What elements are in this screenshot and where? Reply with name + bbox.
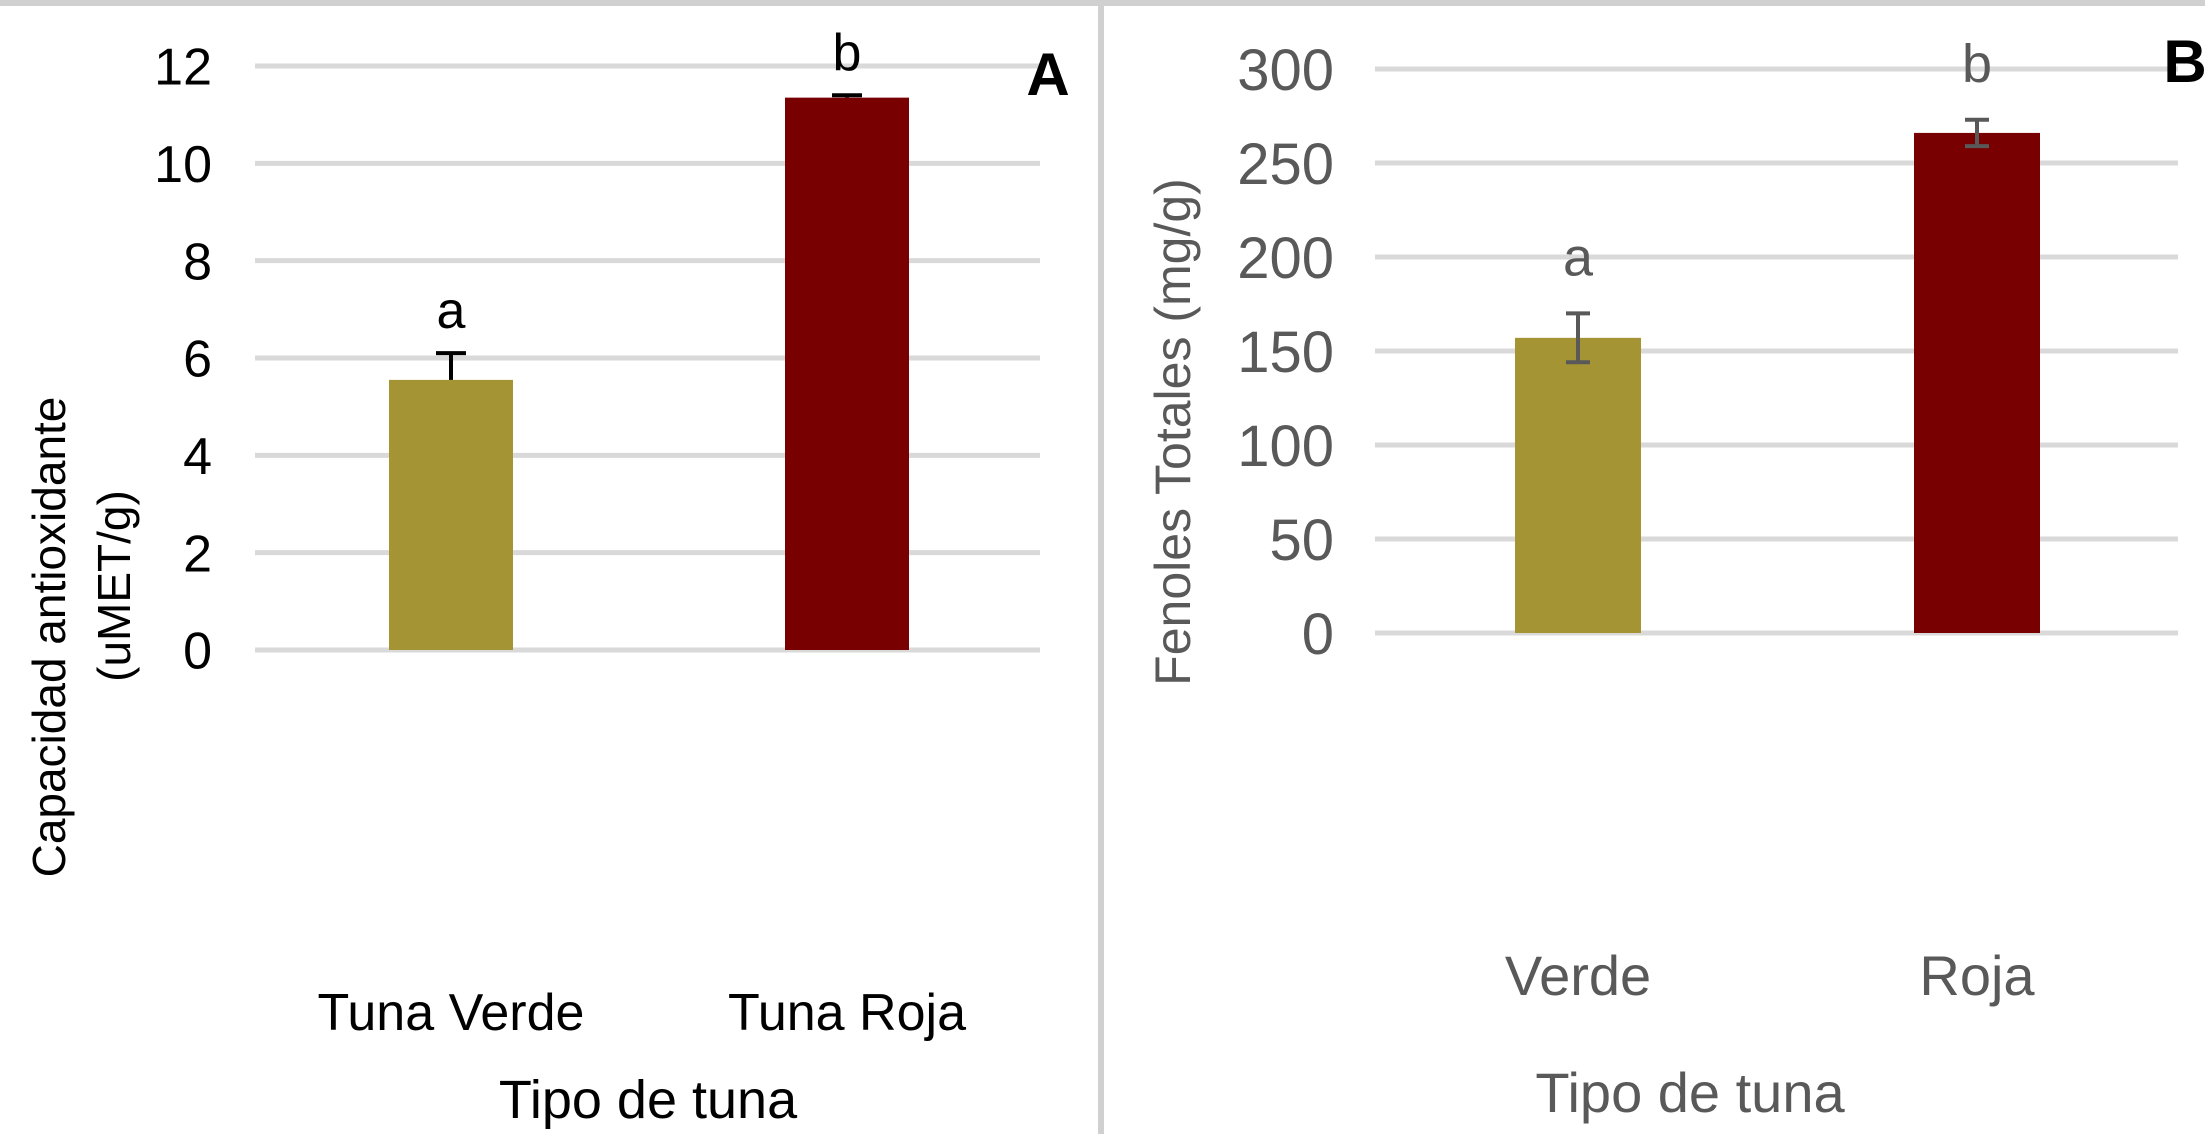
panel-b-bars (1515, 132, 2040, 634)
panel-a-x-categories: Tuna Verde Tuna Roja (318, 984, 967, 1042)
panel-a-error-bars (436, 93, 862, 380)
panel-a-bar-tuna-verde (389, 379, 513, 650)
panel-b-error-bar (1566, 311, 1590, 365)
panel-a-y-tick-label: 2 (183, 525, 212, 583)
panel-a-significance-letter: b (833, 24, 862, 82)
panel-b-letter: B (2163, 28, 2205, 95)
panel-b-y-tick-label: 0 (1302, 602, 1334, 667)
panel-b-significance-letter: b (1962, 34, 1992, 94)
panel-a-letter: A (1026, 41, 1069, 108)
panel-b-y-tick-label: 50 (1269, 508, 1334, 573)
panel-a-y-tick-label: 6 (183, 331, 212, 389)
panel-a-y-tick-label: 0 (183, 623, 212, 681)
panel-b-error-bars (1566, 117, 1989, 365)
panel-a-y-tick-label: 10 (154, 136, 212, 194)
panel-a-bars (389, 97, 909, 651)
panel-b-bar-roja (1914, 132, 2040, 634)
panel-b-bar-verde (1515, 337, 1641, 633)
panel-b-y-axis-label: Fenoles Totales (mg/g) (1145, 178, 1201, 686)
panel-a-significance: ab (437, 24, 862, 340)
panel-b-y-tick-label: 150 (1237, 320, 1334, 385)
panel-b-y-tick-label: 250 (1237, 132, 1334, 197)
panel-a-y-tick-label: 12 (154, 39, 212, 97)
panel-b-x-category-label: Verde (1505, 944, 1651, 1007)
panel-b-significance: ab (1563, 34, 1992, 288)
panel-b-x-category-label: Roja (1919, 944, 2035, 1007)
panel-b-y-ticks: 0 50 100 150 200 250 300 (1237, 38, 1334, 667)
panel-b-y-tick-label: 300 (1237, 38, 1334, 103)
panel-a-y-ticks: 0 2 4 6 8 10 12 (154, 39, 212, 681)
panel-a-bar-tuna-roja (785, 97, 909, 651)
panel-b-y-axis-label-text: Fenoles Totales (mg/g) (1145, 178, 1201, 686)
panel-a-gridlines (255, 63, 1040, 653)
panel-b-y-tick-label: 200 (1237, 226, 1334, 291)
panel-b-x-categories: Verde Roja (1505, 944, 2036, 1007)
panel-a-y-axis-label-line1: Capacidad antioxidante (23, 397, 75, 878)
panel-a-y-axis-label-line2: (uMET/g) (88, 490, 140, 682)
panel-a-y-tick-label: 8 (183, 233, 212, 291)
panel-b-y-tick-label: 100 (1237, 414, 1334, 479)
panel-a-x-axis-label: Tipo de tuna (499, 1070, 798, 1130)
panel-a-y-tick-label: 4 (183, 428, 212, 486)
panel-a-error-bar (832, 93, 862, 98)
panel-a-x-category-label: Tuna Roja (728, 984, 966, 1042)
panel-a-x-category-label: Tuna Verde (318, 984, 585, 1042)
panel-a-error-bar (436, 351, 466, 380)
panel-a-significance-letter: a (437, 282, 466, 340)
panel-a-y-axis-label: Capacidad antioxidante (uMET/g) (23, 397, 140, 878)
panel-b-significance-letter: a (1563, 227, 1594, 287)
panel-b-gridlines (1375, 66, 2178, 636)
panel-b-x-axis-label: Tipo de tuna (1535, 1061, 1845, 1124)
panel-b-error-bar (1965, 117, 1989, 149)
